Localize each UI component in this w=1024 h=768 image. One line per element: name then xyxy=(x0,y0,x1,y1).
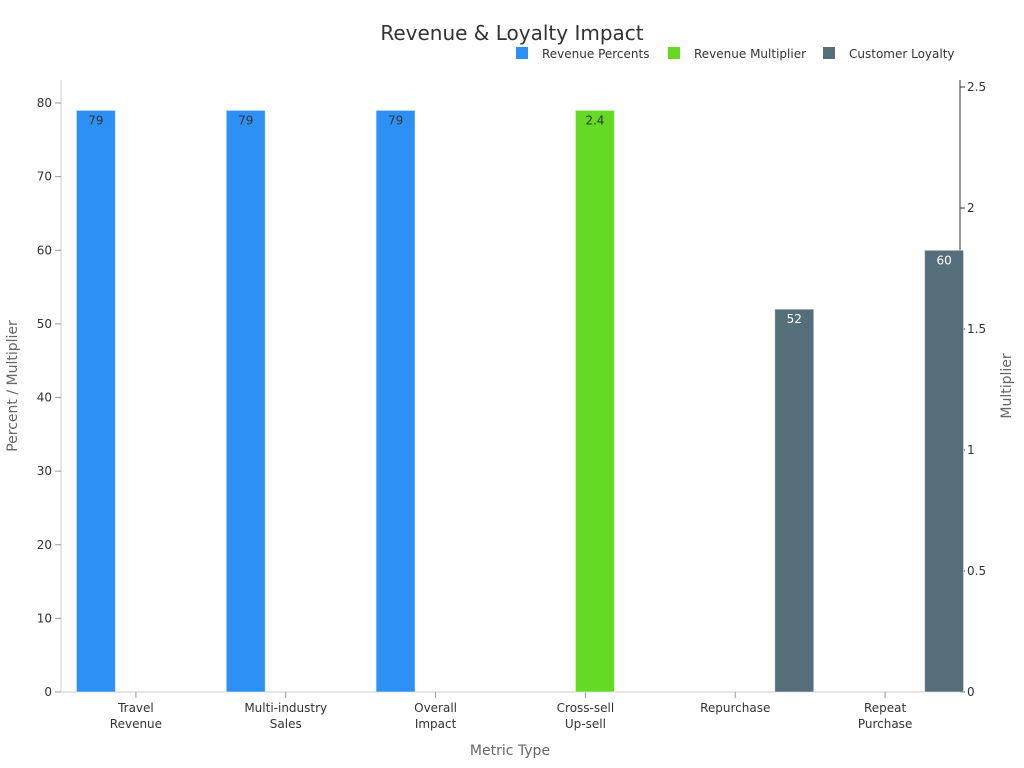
right-tick-label: 1.5 xyxy=(967,322,986,336)
x-tick-label-line: Cross-sell xyxy=(557,701,615,715)
y-axis-title: Percent / Multiplier xyxy=(5,320,21,452)
bar-revenue-percents xyxy=(225,109,266,693)
legend-swatch xyxy=(516,47,528,59)
chart-title: Revenue & Loyalty Impact xyxy=(380,21,643,45)
legend-label: Customer Loyalty xyxy=(849,47,955,61)
legend-item[interactable]: Revenue Multiplier xyxy=(668,47,806,61)
bar-labels: 79 79 79 2.4 52 60 xyxy=(88,113,951,326)
x-tick-label-line: Impact xyxy=(415,717,457,731)
bar-revenue-percents xyxy=(75,109,116,693)
x-tick-label-line: Multi-industry xyxy=(244,701,327,715)
left-tick-label: 10 xyxy=(37,611,52,625)
x-tick-label-line: Overall xyxy=(414,701,457,715)
x-tick-label-line: Up-sell xyxy=(565,717,606,731)
left-tick-label: 50 xyxy=(37,317,52,331)
x-axis-title: Metric Type xyxy=(470,743,550,759)
x-tick-label-line: Purchase xyxy=(858,717,913,731)
right-tick-label: 2.5 xyxy=(967,80,986,94)
right-tick-label: 0.5 xyxy=(967,564,986,578)
x-tick-label: Cross-sell Up-sell xyxy=(557,701,615,731)
x-tick-label-line: Sales xyxy=(270,717,302,731)
legend-swatch xyxy=(823,47,835,59)
bars xyxy=(75,109,965,693)
bar-value-label: 79 xyxy=(88,113,103,127)
x-tick-label: Multi-industry Sales xyxy=(244,701,327,731)
bar-value-label: 2.4 xyxy=(585,113,604,127)
x-tick-label: Overall Impact xyxy=(414,701,457,731)
y2-axis-title: Multiplier xyxy=(999,353,1015,419)
x-tick-label-line: Repurchase xyxy=(700,701,770,715)
bar-customer-loyalty xyxy=(774,308,815,693)
bar-value-label: 52 xyxy=(787,312,802,326)
bar-revenue-percents xyxy=(375,109,416,693)
x-tick-label-line: Travel xyxy=(117,701,154,715)
bar-customer-loyalty xyxy=(924,249,965,693)
x-tick-label: Repurchase xyxy=(700,701,770,715)
bar-value-label: 79 xyxy=(238,113,253,127)
legend-swatch xyxy=(668,47,680,59)
left-tick-label: 60 xyxy=(37,243,52,257)
right-tick-label: 1 xyxy=(967,443,975,457)
left-tick-label: 20 xyxy=(37,538,52,552)
left-axis: 0 10 20 30 40 50 60 70 80 xyxy=(37,80,62,699)
left-tick-label: 40 xyxy=(37,391,52,405)
x-tick-label: Repeat Purchase xyxy=(858,701,913,731)
x-tick-label-line: Repeat xyxy=(864,701,907,715)
legend-label: Revenue Percents xyxy=(542,47,649,61)
bar-revenue-multiplier xyxy=(574,109,615,693)
x-axis: Travel Revenue Multi-industry Sales Overall I… xyxy=(61,691,960,731)
bar-value-label: 60 xyxy=(936,253,951,267)
bar-value-label: 79 xyxy=(388,113,403,127)
right-tick-label: 0 xyxy=(967,685,975,699)
right-tick-label: 2 xyxy=(967,201,975,215)
legend-item[interactable]: Revenue Percents xyxy=(516,47,649,61)
legend-label: Revenue Multiplier xyxy=(694,47,806,61)
left-tick-label: 80 xyxy=(37,96,52,110)
legend: Revenue Percents Revenue Multiplier Custom… xyxy=(516,47,955,61)
left-tick-label: 70 xyxy=(37,170,52,184)
left-tick-label: 30 xyxy=(37,464,52,478)
left-tick-label: 0 xyxy=(44,685,52,699)
legend-item[interactable]: Customer Loyalty xyxy=(823,47,955,61)
x-tick-label-line: Revenue xyxy=(110,717,162,731)
x-tick-label: Travel Revenue xyxy=(110,701,162,731)
